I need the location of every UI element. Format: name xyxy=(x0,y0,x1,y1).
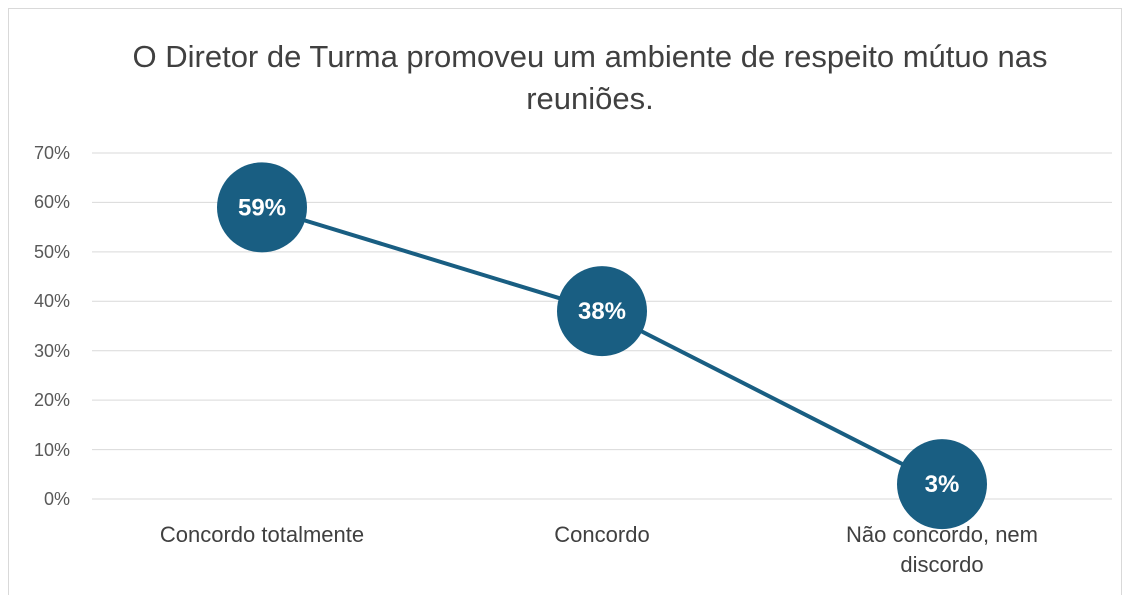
chart-title: O Diretor de Turma promoveu um ambiente … xyxy=(132,39,1048,116)
x-tick-label: Não concordo, nem discordo xyxy=(846,522,1038,577)
data-label: 38% xyxy=(578,298,626,325)
y-tick-label: 20% xyxy=(33,390,70,411)
x-tick-label: Concordo xyxy=(554,522,650,547)
y-tick-label: 60% xyxy=(33,192,70,213)
x-tick-label: Concordo totalmente xyxy=(159,522,365,547)
marker xyxy=(897,439,987,530)
y-tick-label: 0% xyxy=(43,489,70,509)
data-label: 3% xyxy=(925,471,960,498)
y-tick-label: 50% xyxy=(33,241,70,262)
y-tick-label: 10% xyxy=(33,439,70,460)
y-tick-label: 30% xyxy=(33,340,70,361)
data-label: 59% xyxy=(238,194,286,221)
chart-frame xyxy=(8,8,1122,595)
marker xyxy=(217,162,307,253)
marker xyxy=(557,266,647,357)
y-tick-label: 40% xyxy=(33,291,70,312)
y-tick-label: 70% xyxy=(33,143,70,163)
